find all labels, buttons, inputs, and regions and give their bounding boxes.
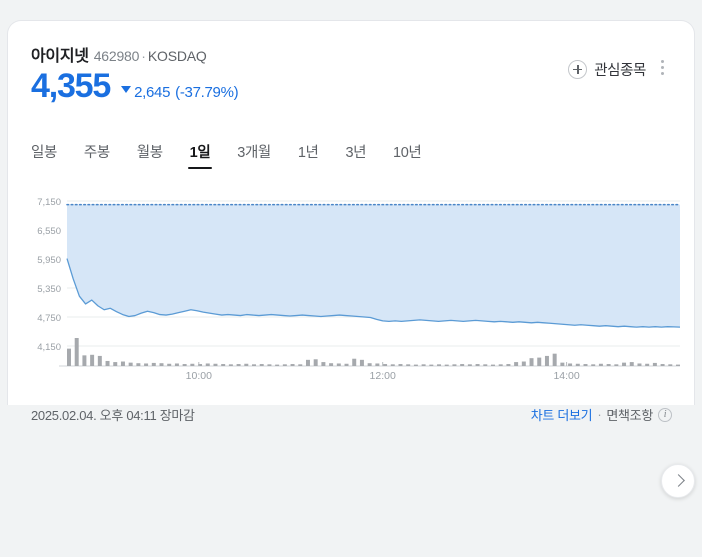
tab-jubong[interactable]: 주봉 <box>83 145 110 161</box>
carousel-next-button[interactable] <box>661 464 695 498</box>
price-chart-svg[interactable]: 7,150 6,550 5,950 5,350 4,750 4,150 10:00 12:00… <box>22 189 682 394</box>
svg-text:4,150: 4,150 <box>37 342 61 353</box>
svg-text:10:00: 10:00 <box>186 370 212 382</box>
chart-timestamp: 2025.02.04. 오후 04:11 장마감 <box>31 408 195 423</box>
price-down-triangle-icon <box>121 86 132 93</box>
kebab-menu-icon[interactable] <box>654 60 670 78</box>
stock-identity: 아이지넷 462980 · KOSDAQ <box>31 42 207 66</box>
svg-text:7,150: 7,150 <box>37 197 61 208</box>
price-chart[interactable]: 7,150 6,550 5,950 5,350 4,750 4,150 10:00 12:00… <box>22 189 682 394</box>
stock-name: 아이지넷 <box>31 48 89 65</box>
info-cards-region: 종목토론 최근 1주일간 399개의 토론이 올라왔어요 시세정보 시가 6,1… <box>0 405 702 557</box>
identity-separator: · <box>141 48 146 64</box>
svg-text:14:00: 14:00 <box>553 370 579 382</box>
tab-ilbong[interactable]: 일봉 <box>31 145 57 161</box>
price-change-percent: (-37.79%) <box>175 84 239 101</box>
stock-code: 462980 <box>93 48 140 64</box>
disclaimer-link[interactable]: 면책조항 <box>606 408 653 423</box>
svg-text:4,750: 4,750 <box>37 313 61 324</box>
chart-footer-links: 차트 더보기 · 면책조항 i <box>531 405 672 424</box>
current-price: 4,355 <box>31 67 111 105</box>
svg-text:5,950: 5,950 <box>37 255 61 266</box>
price-block: 4,355 2,645 (-37.79%) <box>31 66 239 106</box>
footer-separator: · <box>597 407 602 422</box>
tab-3months[interactable]: 3개월 <box>237 145 271 161</box>
chart-more-link[interactable]: 차트 더보기 <box>530 408 593 423</box>
add-to-watchlist-button[interactable]: 관심종목 <box>568 59 646 80</box>
tab-1day[interactable]: 1일 <box>187 141 212 169</box>
chart-range-tabs: 일봉 주봉 월봉 1일 3개월 1년 3년 10년 <box>31 141 448 169</box>
watchlist-label: 관심종목 <box>594 63 646 79</box>
info-icon[interactable]: i <box>658 407 672 422</box>
tab-wolbong[interactable]: 월봉 <box>136 145 163 161</box>
svg-text:12:00: 12:00 <box>370 370 396 382</box>
plus-circle-icon <box>568 60 588 79</box>
svg-text:5,350: 5,350 <box>37 284 61 295</box>
stock-summary-card: 아이지넷 462980 · KOSDAQ 4,355 2,645 (-37.79%) … <box>7 20 695 423</box>
price-change: 2,645 <box>134 84 171 101</box>
market-name: KOSDAQ <box>147 48 207 64</box>
tab-10years[interactable]: 10년 <box>393 145 422 161</box>
tab-1year[interactable]: 1년 <box>297 145 319 161</box>
tab-3years[interactable]: 3년 <box>345 145 367 161</box>
svg-text:6,550: 6,550 <box>37 226 61 237</box>
